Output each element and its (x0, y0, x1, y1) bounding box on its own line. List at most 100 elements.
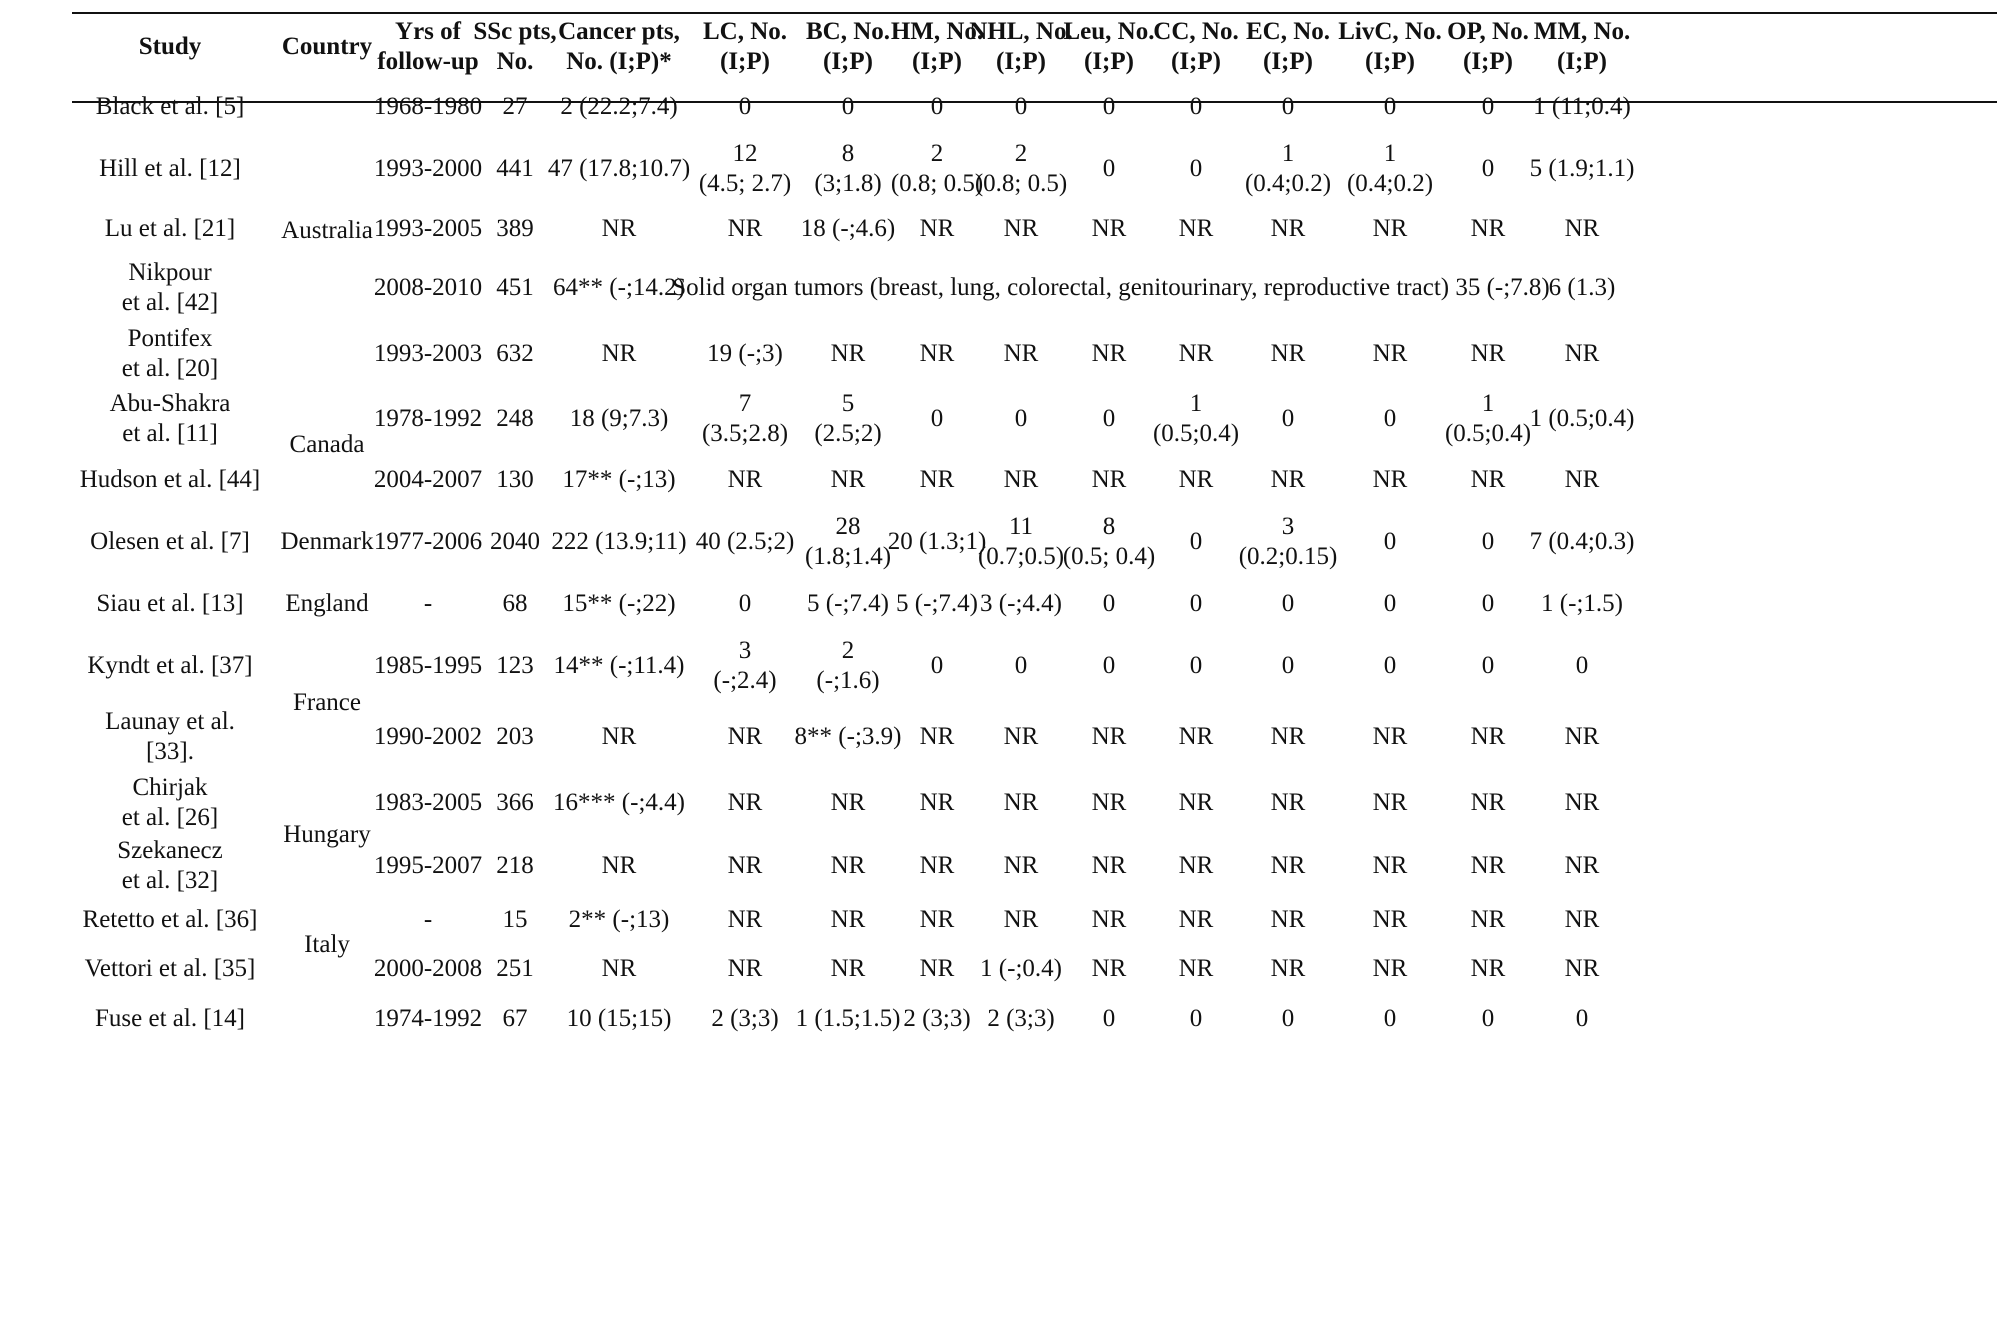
table-cell: NR (830, 789, 866, 816)
cell-line: Study (138, 33, 202, 60)
table-cell: NR (1372, 723, 1408, 750)
table-cell: NR (727, 955, 763, 982)
table-cell: 0 (1281, 405, 1295, 432)
table-cell: 451 (496, 274, 534, 301)
study-cell: Black et al. [5] (96, 92, 245, 122)
cell-line: NHL, No. (969, 18, 1073, 45)
table-cell: 0 (1102, 1005, 1116, 1032)
cell-line: Leu, No. (1063, 18, 1155, 45)
table-cell: 27 (502, 93, 528, 120)
study-line: Vettori et al. [35] (84, 955, 256, 982)
table-cell: NR (1372, 215, 1408, 242)
table-cell: 5 (-;7.4) (807, 590, 889, 617)
table-cell: NR (1270, 215, 1306, 242)
study-line: Olesen et al. [7] (90, 528, 250, 555)
study-line: Retetto et al. [36] (82, 906, 258, 933)
table-cell: 1993-2000 (373, 155, 483, 182)
cell-line: SSc pts, (473, 18, 557, 45)
cell-line: HM, No. (890, 18, 984, 45)
header-mm-no: MM, No. (I;P) (1534, 17, 1631, 77)
header-country: Country (282, 32, 372, 62)
table-cell: NR (1564, 852, 1600, 879)
table-cell: NR (727, 466, 763, 493)
table-cell: 222 (13.9;11) (551, 528, 687, 555)
table-cell: 15 (502, 906, 528, 933)
table-cell: NR (1372, 852, 1408, 879)
header-cancer-pts: Cancer pts, No. (I;P)* (558, 17, 680, 77)
table-cell: 6 (1.3) (1548, 274, 1616, 301)
table-cell: NR (1564, 466, 1600, 493)
study-line: et al. [11] (122, 420, 218, 447)
header-cc-no: CC, No. (I;P) (1153, 17, 1238, 77)
cell-line: (I;P) (1263, 48, 1313, 75)
study-cell: Szekanecz et al. [32] (117, 836, 222, 896)
table-cell: NR (1470, 215, 1506, 242)
table-cell: NR (919, 723, 955, 750)
table-cell: NR (1270, 852, 1306, 879)
table-cell: NR (727, 906, 763, 933)
cell-line: OP, No. (1447, 18, 1529, 45)
table-cell: 2 (3;3) (903, 1005, 971, 1032)
table-cell: NR (1003, 340, 1039, 367)
table-cell: NR (830, 852, 866, 879)
table-cell: 1968-1980 (373, 93, 483, 120)
table-cell: 5 (-;7.4) (896, 590, 978, 617)
table-cell: 0 (1189, 652, 1203, 679)
table-cell: 0 (1102, 405, 1116, 432)
table-cell: 2008-2010 (373, 274, 483, 301)
study-line: Fuse et al. [14] (95, 1005, 245, 1032)
table-cell: 0 (1189, 93, 1203, 120)
study-cell: Retetto et al. [36] (83, 905, 258, 935)
table-cell: NR (1372, 466, 1408, 493)
table-cell: 64** (-;14.2) (553, 274, 685, 301)
study-line: Abu-Shakra (109, 390, 231, 417)
table-cell: 2040 (490, 528, 540, 555)
table-cell: NR (1372, 340, 1408, 367)
table-cell: NR (1091, 723, 1127, 750)
table-cell: 251 (496, 955, 534, 982)
table-cell: NR (601, 215, 637, 242)
table-cell: 68 (502, 590, 528, 617)
table-cell: 1985-1995 (373, 652, 483, 679)
study-line: Black et al. [5] (95, 93, 245, 120)
table-cell: 67 (502, 1005, 528, 1032)
header-livc-no: LivC, No. (I;P) (1338, 17, 1441, 77)
table-cell: 0 (1481, 155, 1495, 182)
table-cell: NR (1564, 215, 1600, 242)
cell-line: (I;P) (1463, 48, 1513, 75)
cell-line: (I;P) (996, 48, 1046, 75)
table-cell: 14** (-;11.4) (553, 652, 685, 679)
study-cell: Siau et al. [13] (96, 589, 243, 619)
table-cell: NR (1003, 723, 1039, 750)
table-cell: 0 (841, 93, 855, 120)
table-cell: 0 (738, 590, 752, 617)
table-cell: 0 (1383, 405, 1397, 432)
table-cell: NR (1270, 723, 1306, 750)
table-cell: 17** (-;13) (562, 466, 676, 493)
cell-line: (I;P) (823, 48, 873, 75)
table-cell: - (423, 906, 433, 933)
study-line: et al. [26] (121, 804, 219, 831)
table-cell: NR (1178, 789, 1214, 816)
table-cell: NR (1091, 852, 1127, 879)
table-cell: 1 (-;1.5) (1541, 590, 1623, 617)
table-cell: 2 (3;3) (987, 1005, 1055, 1032)
table-cell: 7 (3.5;2.8) (701, 390, 789, 447)
study-cell: Hudson et al. [44] (80, 465, 261, 495)
table-cell: NR (1270, 955, 1306, 982)
cell-line: No. (496, 48, 534, 75)
table-cell: 0 (1189, 590, 1203, 617)
table-cell: 0 (1281, 652, 1295, 679)
table-cell: NR (601, 955, 637, 982)
table-cell: NR (830, 906, 866, 933)
country-cell: Hungary (283, 821, 371, 848)
study-cell: Chirjak et al. [26] (122, 773, 218, 833)
cell-line: (I;P) (1557, 48, 1607, 75)
country-cell: Italy (304, 931, 350, 958)
table-header-rule (72, 101, 1997, 103)
cell-line: (I;P) (1084, 48, 1134, 75)
country-cell: France (292, 689, 362, 716)
table-cell: 1 (11;0.4) (1533, 93, 1631, 120)
table-cell: NR (1091, 906, 1127, 933)
country-cell: England (285, 590, 369, 617)
